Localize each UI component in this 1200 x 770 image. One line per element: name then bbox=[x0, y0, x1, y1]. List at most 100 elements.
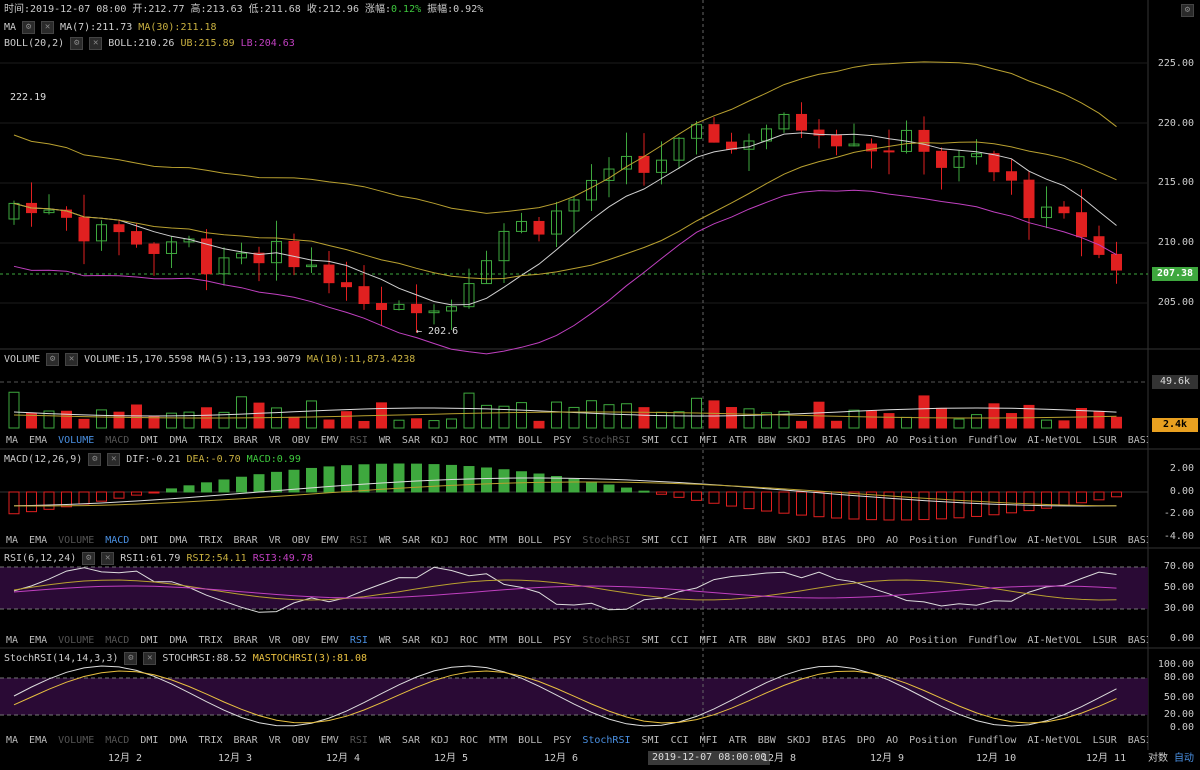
tab-sar[interactable]: SAR bbox=[401, 634, 420, 646]
tab-cci[interactable]: CCI bbox=[670, 634, 689, 646]
tab-kdj[interactable]: KDJ bbox=[430, 734, 450, 746]
tab-trix[interactable]: TRIX bbox=[198, 434, 223, 446]
tab-mfi[interactable]: MFI bbox=[699, 734, 718, 746]
tab-obv[interactable]: OBV bbox=[291, 634, 310, 646]
close-icon[interactable]: ✕ bbox=[101, 552, 115, 565]
tab-ao[interactable]: AO bbox=[886, 534, 899, 546]
tab-ai-netvol[interactable]: AI-NetVOL bbox=[1027, 534, 1082, 546]
tab-bias[interactable]: BIAS bbox=[821, 734, 846, 746]
tab-dmi[interactable]: DMI bbox=[140, 734, 159, 746]
tab-stochrsi[interactable]: StochRSI bbox=[582, 434, 631, 446]
tab-lsur[interactable]: LSUR bbox=[1092, 534, 1117, 546]
tab-roc[interactable]: ROC bbox=[460, 434, 479, 446]
close-icon[interactable]: ✕ bbox=[41, 21, 55, 34]
settings-icon[interactable]: ⚙ bbox=[22, 21, 36, 34]
tab-stochrsi[interactable]: StochRSI bbox=[582, 734, 631, 746]
tab-atr[interactable]: ATR bbox=[728, 434, 747, 446]
tab-vr[interactable]: VR bbox=[268, 434, 281, 446]
tab-volume[interactable]: VOLUME bbox=[58, 734, 95, 746]
tab-brar[interactable]: BRAR bbox=[233, 534, 258, 546]
tab-atr[interactable]: ATR bbox=[728, 634, 747, 646]
close-icon[interactable]: ✕ bbox=[65, 353, 79, 366]
tab-fundflow[interactable]: Fundflow bbox=[968, 634, 1017, 646]
tab-emv[interactable]: EMV bbox=[320, 734, 339, 746]
tab-fundflow[interactable]: Fundflow bbox=[968, 434, 1017, 446]
auto-scale-button[interactable]: 自动 bbox=[1174, 753, 1194, 764]
tab-ema[interactable]: EMA bbox=[29, 734, 48, 746]
close-icon[interactable]: ✕ bbox=[143, 652, 157, 665]
tab-kdj[interactable]: KDJ bbox=[430, 434, 450, 446]
tab-bbw[interactable]: BBW bbox=[757, 534, 776, 546]
tab-psy[interactable]: PSY bbox=[553, 434, 572, 446]
tab-basis[interactable]: BASIS bbox=[1127, 434, 1148, 446]
tab-kdj[interactable]: KDJ bbox=[430, 634, 450, 646]
tab-skdj[interactable]: SKDJ bbox=[786, 734, 811, 746]
tab-basis[interactable]: BASIS bbox=[1127, 534, 1148, 546]
tab-macd[interactable]: MACD bbox=[105, 634, 130, 646]
tab-dpo[interactable]: DPO bbox=[857, 734, 876, 746]
tab-emv[interactable]: EMV bbox=[320, 434, 339, 446]
tab-mfi[interactable]: MFI bbox=[699, 534, 718, 546]
tab-vr[interactable]: VR bbox=[268, 734, 281, 746]
tab-lsur[interactable]: LSUR bbox=[1092, 634, 1117, 646]
tab-dma[interactable]: DMA bbox=[169, 634, 188, 646]
tab-brar[interactable]: BRAR bbox=[233, 734, 258, 746]
tab-position[interactable]: Position bbox=[909, 734, 958, 746]
tab-mtm[interactable]: MTM bbox=[489, 634, 508, 646]
tab-bias[interactable]: BIAS bbox=[821, 634, 846, 646]
tab-boll[interactable]: BOLL bbox=[518, 434, 543, 446]
tab-wr[interactable]: WR bbox=[378, 734, 391, 746]
tab-kdj[interactable]: KDJ bbox=[430, 534, 450, 546]
tab-dma[interactable]: DMA bbox=[169, 534, 188, 546]
tab-basis[interactable]: BASIS bbox=[1127, 634, 1148, 646]
tab-position[interactable]: Position bbox=[909, 534, 958, 546]
settings-icon[interactable]: ⚙ bbox=[82, 552, 96, 565]
tab-rsi[interactable]: RSI bbox=[349, 734, 368, 746]
tab-atr[interactable]: ATR bbox=[728, 734, 747, 746]
tab-ai-netvol[interactable]: AI-NetVOL bbox=[1027, 434, 1082, 446]
tab-ma[interactable]: MA bbox=[6, 734, 19, 746]
tab-vr[interactable]: VR bbox=[268, 634, 281, 646]
tab-trix[interactable]: TRIX bbox=[198, 534, 223, 546]
settings-icon[interactable]: ⚙ bbox=[46, 353, 60, 366]
tab-ema[interactable]: EMA bbox=[29, 534, 48, 546]
tab-macd[interactable]: MACD bbox=[105, 534, 130, 546]
tab-bbw[interactable]: BBW bbox=[757, 734, 776, 746]
tab-roc[interactable]: ROC bbox=[460, 534, 479, 546]
tab-sar[interactable]: SAR bbox=[401, 534, 420, 546]
tab-mtm[interactable]: MTM bbox=[489, 734, 508, 746]
tab-mfi[interactable]: MFI bbox=[699, 434, 718, 446]
tab-ao[interactable]: AO bbox=[886, 434, 899, 446]
settings-icon[interactable]: ⚙ bbox=[124, 652, 138, 665]
tab-psy[interactable]: PSY bbox=[553, 534, 572, 546]
tab-position[interactable]: Position bbox=[909, 434, 958, 446]
tab-dpo[interactable]: DPO bbox=[857, 634, 876, 646]
tab-volume[interactable]: VOLUME bbox=[58, 434, 95, 446]
tab-rsi[interactable]: RSI bbox=[349, 534, 368, 546]
tab-dmi[interactable]: DMI bbox=[140, 534, 159, 546]
tab-ai-netvol[interactable]: AI-NetVOL bbox=[1027, 734, 1082, 746]
tab-mtm[interactable]: MTM bbox=[489, 434, 508, 446]
tab-fundflow[interactable]: Fundflow bbox=[968, 534, 1017, 546]
tab-bbw[interactable]: BBW bbox=[757, 634, 776, 646]
tab-dma[interactable]: DMA bbox=[169, 734, 188, 746]
tab-obv[interactable]: OBV bbox=[291, 434, 310, 446]
tab-wr[interactable]: WR bbox=[378, 634, 391, 646]
settings-icon[interactable]: ⚙ bbox=[1181, 4, 1194, 17]
settings-icon[interactable]: ⚙ bbox=[88, 453, 102, 466]
tab-sar[interactable]: SAR bbox=[401, 434, 420, 446]
tab-emv[interactable]: EMV bbox=[320, 634, 339, 646]
close-icon[interactable]: ✕ bbox=[107, 453, 121, 466]
tab-boll[interactable]: BOLL bbox=[518, 734, 543, 746]
settings-icon[interactable]: ⚙ bbox=[70, 37, 84, 50]
tab-smi[interactable]: SMI bbox=[641, 434, 660, 446]
tab-psy[interactable]: PSY bbox=[553, 734, 572, 746]
tab-cci[interactable]: CCI bbox=[670, 434, 689, 446]
tab-wr[interactable]: WR bbox=[378, 434, 391, 446]
tab-dmi[interactable]: DMI bbox=[140, 434, 159, 446]
tab-bias[interactable]: BIAS bbox=[821, 434, 846, 446]
tab-ema[interactable]: EMA bbox=[29, 634, 48, 646]
tab-mtm[interactable]: MTM bbox=[489, 534, 508, 546]
tab-ma[interactable]: MA bbox=[6, 634, 19, 646]
